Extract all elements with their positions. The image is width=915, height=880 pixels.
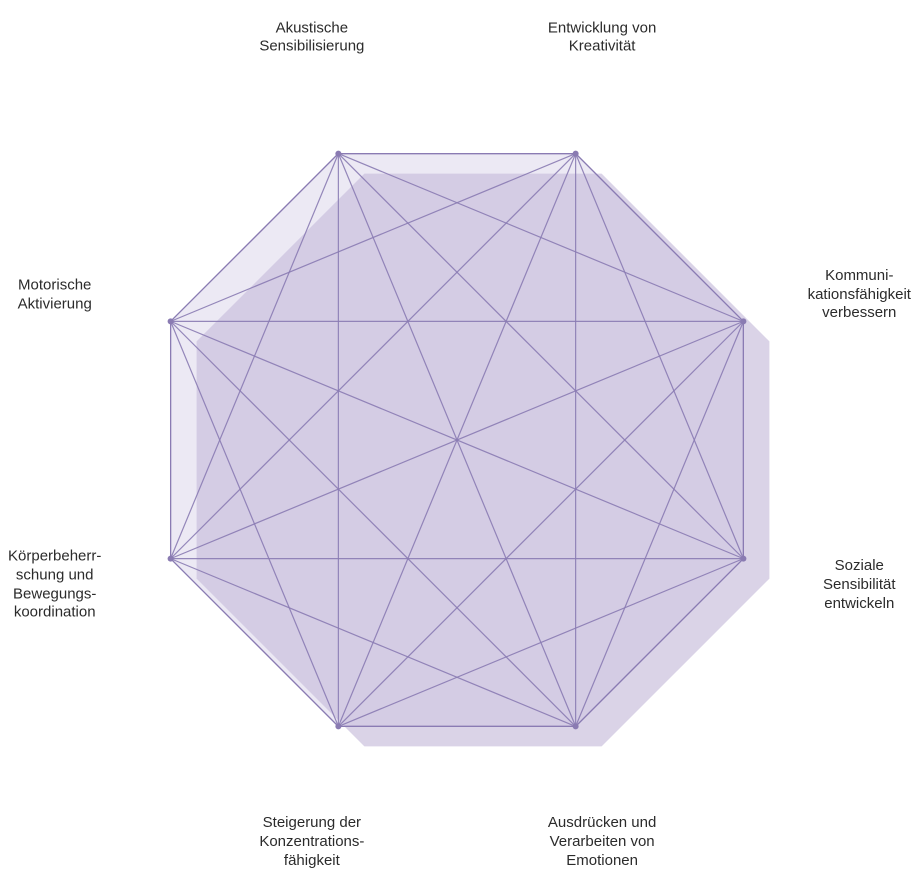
diagram-svg [0, 0, 915, 880]
octagon-network-diagram: Akustische SensibilisierungEntwicklung v… [0, 0, 915, 880]
